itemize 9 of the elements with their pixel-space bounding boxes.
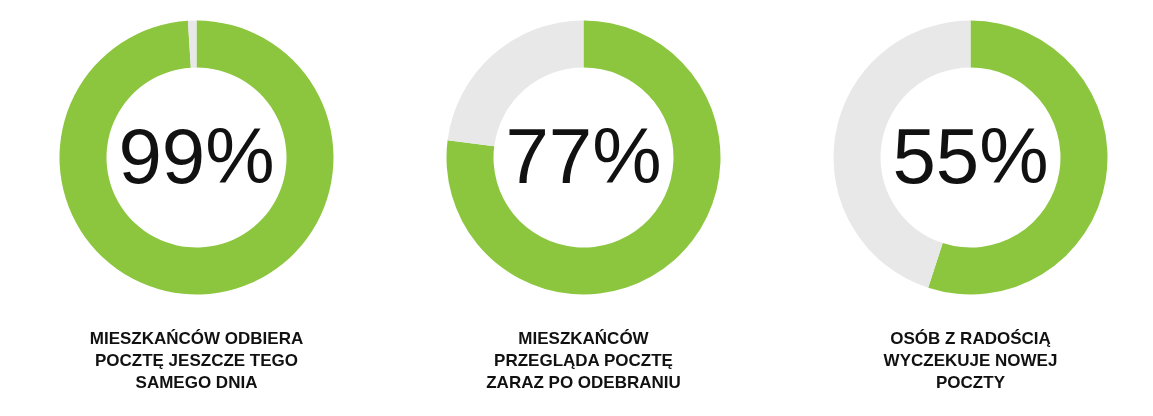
text: MIESZKAŃCÓW ODBIERA POCZTĘ JESZCZE TEGO SAMEGO DNIA: [89, 329, 304, 392]
donut-slice: [446, 20, 721, 295]
data-label: 55%: [892, 111, 1049, 200]
donut-slice: [187, 20, 197, 68]
donut-slice: [59, 20, 334, 295]
text: MIESZKAŃCÓW PRZEGLĄDA POCZTĘ ZARAZ PO ODEBRANIU: [486, 329, 681, 392]
data-label: 99%: [118, 111, 275, 200]
data-label: 77%: [505, 111, 662, 200]
text: OSÓB Z RADOŚCIĄ WYCZEKUJE NOWEJ POCZTY: [883, 329, 1058, 392]
